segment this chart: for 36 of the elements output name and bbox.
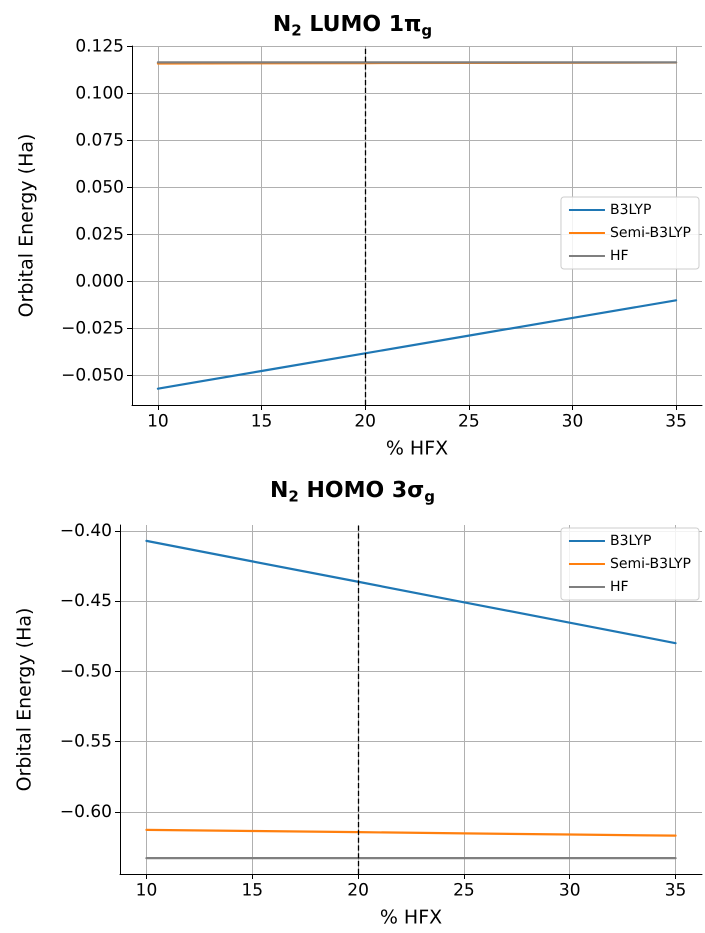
y-tick-label: 0.000 <box>75 272 124 292</box>
legend-label: B3LYP <box>610 533 652 549</box>
x-tick-label: 20 <box>354 412 376 432</box>
y-tick-label: −0.45 <box>60 591 112 612</box>
y-tick-label: 0.075 <box>75 130 124 151</box>
y-axis-title: Orbital Energy (Ha) <box>14 608 36 792</box>
x-tick-label: 10 <box>147 412 169 432</box>
line-series <box>156 299 678 390</box>
x-tick-label: 15 <box>250 412 272 432</box>
x-tick-label: 25 <box>458 412 480 432</box>
y-tick-label: 0.100 <box>75 84 124 104</box>
legend-label: HF <box>610 248 629 264</box>
x-tick-label: 15 <box>241 880 264 900</box>
x-tick-label: 35 <box>664 880 686 900</box>
x-tick-label: 25 <box>453 880 475 900</box>
y-tick-label: −0.40 <box>60 520 112 541</box>
y-tick-label: 0.025 <box>75 224 124 245</box>
x-tick-label: 10 <box>136 880 158 900</box>
legend-label: B3LYP <box>610 202 652 218</box>
x-tick-label: 20 <box>347 880 369 900</box>
y-tick-label: −0.025 <box>61 318 124 338</box>
y-tick-label: −0.55 <box>60 732 112 752</box>
y-tick-label: −0.050 <box>61 365 124 386</box>
legend-label: HF <box>610 579 629 595</box>
legend-label: Semi-B3LYP <box>610 556 692 572</box>
y-tick-label: 0.050 <box>75 178 124 198</box>
y-tick-label: −0.50 <box>60 661 112 682</box>
x-tick-label: 30 <box>558 880 581 900</box>
x-tick-label: 35 <box>665 412 687 432</box>
x-tick-label: 30 <box>562 412 584 432</box>
y-axis-title: Orbital Energy (Ha) <box>16 134 38 318</box>
legend-label: Semi-B3LYP <box>610 225 692 241</box>
y-tick-label: 0.125 <box>75 36 124 57</box>
x-axis-title: % HFX <box>386 438 448 460</box>
y-tick-label: −0.60 <box>60 802 112 822</box>
x-axis-title: % HFX <box>380 906 442 928</box>
